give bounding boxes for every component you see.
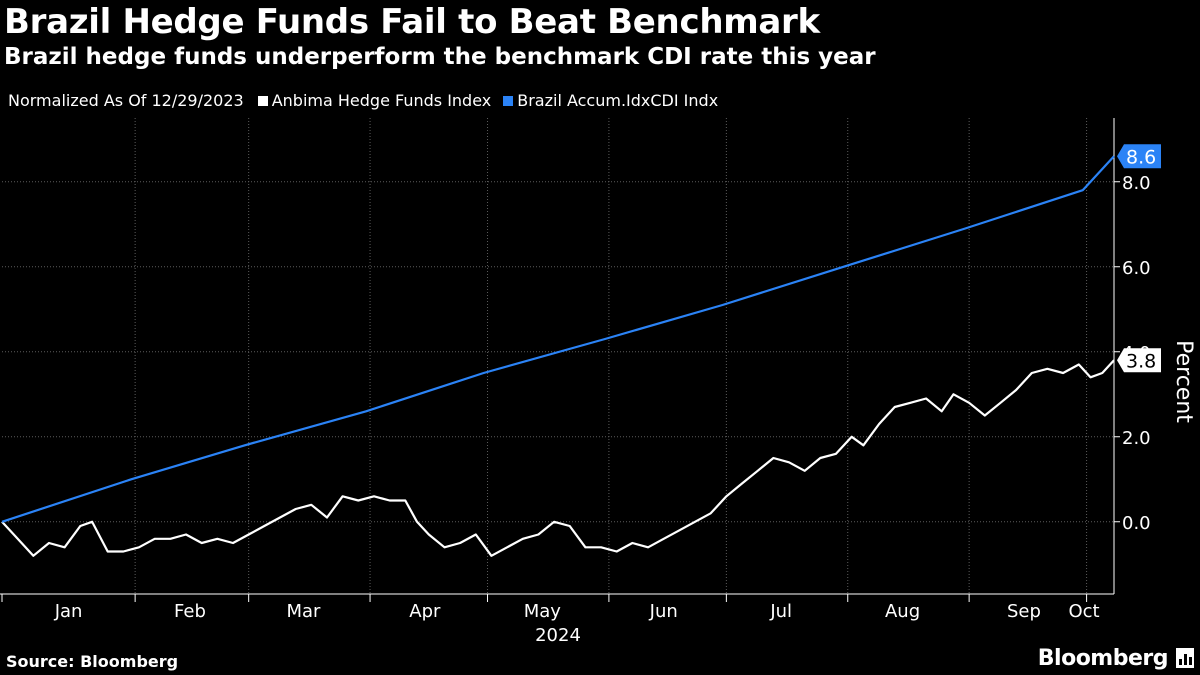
legend-item-cdi: Brazil Accum.IdxCDI Indx bbox=[503, 91, 718, 110]
x-tick-label: Jul bbox=[769, 601, 792, 622]
x-tick-label: Jun bbox=[649, 601, 678, 622]
chart-subtitle: Brazil hedge funds underperform the benc… bbox=[4, 44, 876, 70]
y-tick-label: 6.0 bbox=[1122, 258, 1151, 279]
x-tick-label: Sep bbox=[1007, 601, 1041, 622]
y-tick-label: 8.0 bbox=[1122, 173, 1151, 194]
normalization-note: Normalized As Of 12/29/2023 bbox=[8, 91, 244, 110]
legend-swatch-cdi bbox=[503, 95, 514, 106]
x-tick-label: Feb bbox=[174, 601, 206, 622]
x-tick-label: Jan bbox=[54, 601, 83, 622]
source-note: Source: Bloomberg bbox=[6, 652, 179, 671]
legend-swatch-anbima bbox=[257, 95, 268, 106]
x-axis-label: 2024 bbox=[535, 625, 581, 646]
x-tick-label: Mar bbox=[287, 601, 322, 622]
legend-label-anbima: Anbima Hedge Funds Index bbox=[271, 91, 492, 110]
series-line-anbima bbox=[1, 359, 1115, 557]
y-tick-label: 2.0 bbox=[1122, 428, 1151, 449]
end-value-tag bbox=[1117, 144, 1161, 169]
x-tick-label: Aug bbox=[885, 601, 920, 622]
end-value-label: 8.6 bbox=[1126, 146, 1156, 168]
legend-item-anbima: Anbima Hedge Funds Index bbox=[257, 91, 492, 110]
legend-label-cdi: Brazil Accum.IdxCDI Indx bbox=[517, 91, 719, 110]
legend: Normalized As Of 12/29/2023 Anbima Hedge… bbox=[8, 91, 730, 110]
end-value-label: 3.8 bbox=[1126, 350, 1156, 372]
x-tick-label: May bbox=[524, 601, 562, 622]
y-tick-label: 0.0 bbox=[1122, 513, 1151, 534]
y-axis-label: Percent bbox=[1171, 340, 1196, 423]
x-tick-label: Oct bbox=[1068, 601, 1099, 622]
terminal-badge-icon bbox=[1176, 648, 1194, 668]
chart-title: Brazil Hedge Funds Fail to Beat Benchmar… bbox=[4, 2, 820, 42]
brand-logo: Bloomberg bbox=[1037, 646, 1169, 671]
x-tick-label: Apr bbox=[409, 601, 441, 622]
series-line-cdi bbox=[1, 155, 1115, 523]
end-value-tag bbox=[1117, 348, 1161, 373]
